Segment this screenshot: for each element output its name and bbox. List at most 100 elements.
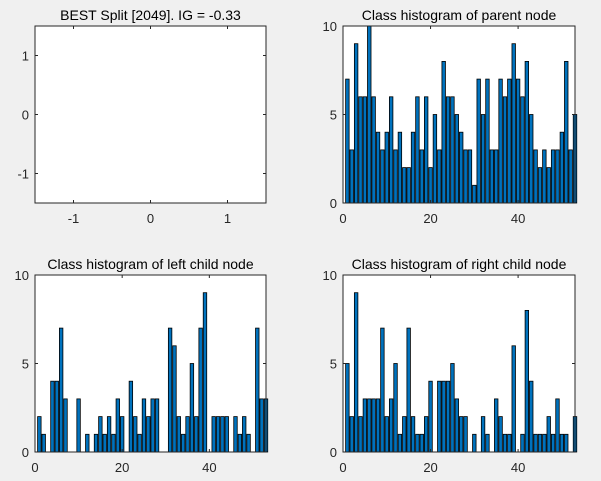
x-tick-label: 20 <box>423 211 437 226</box>
axes-1: -1 0 1 -1 0 1 BEST Split [2049]. IG = -0.33 <box>17 7 267 226</box>
bar <box>233 416 238 453</box>
bar <box>472 433 477 453</box>
bar <box>220 416 225 453</box>
y-tick-label: 0 <box>330 196 337 211</box>
bar <box>406 167 411 204</box>
bar <box>445 380 451 453</box>
bar <box>353 43 359 204</box>
bar <box>489 149 494 204</box>
y-tick-label: 5 <box>22 357 29 372</box>
bar <box>85 433 90 453</box>
bar <box>494 398 499 453</box>
x-tick-label: 1 <box>224 211 231 226</box>
bar <box>176 416 181 453</box>
x-tick-label: 0 <box>31 460 38 475</box>
bar <box>167 327 173 453</box>
bar <box>111 433 116 453</box>
bar <box>550 433 556 453</box>
axes-2: 0 20 40 0 5 10 Class histogram of parent node <box>323 7 578 226</box>
x-tick-label: 0 <box>147 211 154 226</box>
bar <box>441 61 446 204</box>
bar <box>437 380 442 453</box>
bar <box>63 398 68 453</box>
y-tick-label: 10 <box>15 268 29 283</box>
bar <box>515 78 521 204</box>
bar <box>428 380 433 453</box>
bar <box>441 380 446 453</box>
bar <box>349 149 354 204</box>
bar <box>98 416 103 453</box>
y-tick-label: 5 <box>330 108 337 123</box>
bar <box>397 433 403 453</box>
bar <box>498 78 503 204</box>
x-tick-label: 0 <box>339 460 346 475</box>
bar <box>211 416 216 453</box>
bar <box>472 184 477 204</box>
bar <box>467 149 473 204</box>
bar <box>550 149 556 204</box>
bar <box>511 345 516 453</box>
bar <box>371 398 376 453</box>
bar <box>485 78 490 204</box>
bar <box>555 398 560 453</box>
bar <box>415 433 420 453</box>
bar <box>255 327 260 453</box>
bar <box>375 398 381 453</box>
bar <box>459 416 464 453</box>
x-tick-label: 20 <box>423 460 437 475</box>
bar <box>93 433 99 453</box>
bar <box>555 149 560 204</box>
bar <box>529 114 534 204</box>
x-tick-label: 40 <box>511 460 525 475</box>
bar <box>568 149 573 204</box>
bar <box>154 398 160 453</box>
bar <box>419 149 424 204</box>
plot-area <box>35 26 266 203</box>
bar <box>198 327 203 453</box>
bar <box>393 149 398 204</box>
bar <box>371 96 376 204</box>
bar <box>388 96 394 204</box>
bar <box>524 309 529 453</box>
bar <box>362 398 368 453</box>
bar <box>419 433 424 453</box>
bar <box>410 131 416 204</box>
bar <box>393 363 398 453</box>
bar <box>520 96 525 204</box>
bar <box>120 416 125 453</box>
bar <box>181 433 186 453</box>
bar <box>367 25 372 204</box>
bar <box>128 380 134 453</box>
bar <box>215 416 221 453</box>
bar <box>388 398 394 453</box>
bar <box>542 149 547 204</box>
bar <box>564 61 569 204</box>
chart-title: Class histogram of parent node <box>362 7 557 23</box>
bar <box>424 416 429 453</box>
bar <box>428 167 433 204</box>
bar <box>189 363 195 453</box>
bar <box>397 131 403 204</box>
bar <box>358 96 363 204</box>
bar <box>454 398 459 453</box>
chart-title: Class histogram of right child node <box>352 256 567 272</box>
bar <box>406 327 411 453</box>
y-tick-label: 1 <box>22 49 29 64</box>
bar <box>450 363 455 453</box>
chart-title: Class histogram of left child node <box>47 256 253 272</box>
bar <box>224 416 229 453</box>
bar <box>237 433 242 453</box>
y-tick-label: -1 <box>17 167 29 182</box>
bar <box>502 96 508 204</box>
bar <box>559 433 565 453</box>
bar <box>106 416 112 453</box>
bar <box>50 380 55 453</box>
bar <box>367 398 372 453</box>
bar <box>445 96 451 204</box>
chart-title: BEST Split [2049]. IG = -0.33 <box>60 7 241 23</box>
bar <box>141 398 147 453</box>
bar <box>384 131 389 204</box>
x-tick-label: 20 <box>115 460 129 475</box>
bar <box>520 433 525 453</box>
y-tick-label: 0 <box>330 445 337 460</box>
